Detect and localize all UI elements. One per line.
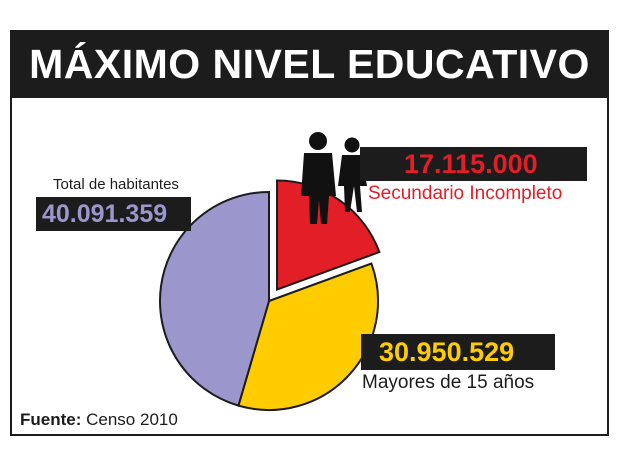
mayores-de-15-label: Mayores de 15 años [362,372,535,393]
source-text: Censo 2010 [86,410,178,429]
mayores-de-15-value: 30.950.529 [361,334,555,370]
pie-slice-total-de-habitantes [159,190,270,407]
secundario-incompleto-label: Secundario Incompleto [368,183,563,204]
pie-slice-secundario-incompleto [276,179,381,291]
woman-silhouette-icon [338,137,367,212]
chart-title: MÁXIMO NIVEL EDUCATIVO [10,30,609,98]
source-note: Fuente: Censo 2010 [20,410,178,430]
total-habitantes-label: Total de habitantes [53,176,179,193]
secundario-incompleto-value: 17.115.000 [360,147,587,181]
pie-slice-mayores-de-15-a-os [237,262,379,411]
pie-slices [159,179,381,411]
total-habitantes-value: 40.091.359 [36,197,191,231]
man-silhouette-icon [301,132,336,224]
source-prefix: Fuente: [20,410,82,429]
